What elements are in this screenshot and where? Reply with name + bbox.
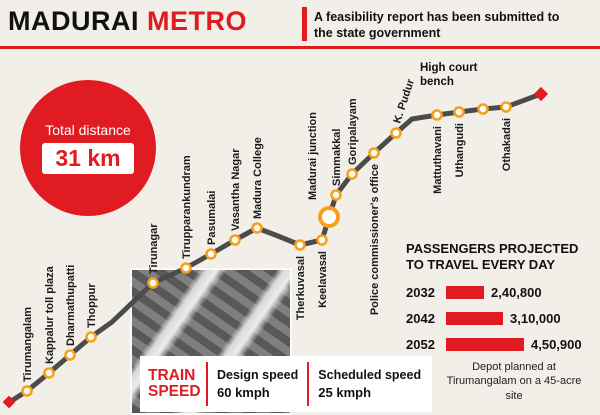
passenger-bar [446,337,524,351]
passenger-row: 2032 2,40,800 [406,285,598,300]
station-label: Thoppur [86,283,98,328]
year-label: 2042 [406,310,435,326]
station-dot [147,277,159,289]
station-dot [180,262,192,274]
station-kappalur-toll-plaza: Kappalur toll plaza [43,265,56,379]
station-dot [294,239,306,251]
station-label: Tirupparankundram [181,155,193,259]
page-title: MADURAI METRO [8,6,247,37]
station-label: Madura College [252,137,264,219]
terminus-marker-start [2,395,16,409]
design-speed-label: Design speed [217,368,299,382]
speed-divider [206,362,208,406]
year-label: 2052 [406,336,435,352]
station-dot [64,349,76,361]
passenger-row: 2052 4,50,900 [406,337,598,352]
header-red-divider [302,7,307,41]
passenger-value: 2,40,800 [491,284,542,300]
station-madura-college: Madura College [251,137,264,234]
station-mattuthavani: Mattuthavani [431,109,444,194]
passenger-bar [446,285,484,299]
scheduled-speed-value: 25 kmph [318,385,372,400]
station-dot [453,106,465,118]
design-speed-cell: Design speed 60 kmph [208,368,307,400]
station-police-commissioners-office: Police commissioner's office [368,147,381,315]
feasibility-subtitle: A feasibility report has been submitted … [314,10,560,41]
station-dot [43,367,55,379]
station-othakadai: Othakadai [500,101,513,171]
station-tirunagar: Tirunagar [147,223,160,289]
interchange-dot [318,206,340,228]
year-label: 2032 [406,284,435,300]
total-distance-value: 31 km [42,143,134,174]
station-dot [330,189,342,201]
passenger-row: 2042 3,10,000 [406,311,598,326]
station-label: Kappalur toll plaza [44,265,56,364]
station-dot [368,147,380,159]
title-accent: METRO [147,6,248,36]
header-rule [0,46,600,49]
station-high-court-bench [477,103,489,115]
station-dot [21,385,33,397]
station-dot [205,248,217,260]
station-label: Therkuvasal [295,256,307,320]
station-label: Simmakkal [331,129,343,186]
passenger-bar [446,311,503,325]
station-tirumangalam: Tirumangalam [21,307,34,397]
total-distance-label: Total distance [45,122,131,138]
station-label: Goripalayam [347,98,359,165]
station-label: Tirunagar [148,223,160,274]
scheduled-speed-cell: Scheduled speed 25 kmph [309,368,430,400]
station-label: Pasumalai [206,191,218,245]
total-distance-badge: Total distance 31 km [20,80,156,216]
station-tirupparankundram: Tirupparankundram [180,155,193,274]
passenger-value: 3,10,000 [510,310,561,326]
station-dot [346,168,358,180]
train-speed-panel: TRAIN SPEED Design speed 60 kmph Schedul… [140,356,432,412]
design-speed-value: 60 kmph [217,385,270,400]
station-dot [431,109,443,121]
station-simmakkal: Simmakkal [330,129,343,201]
passengers-title: PASSENGERS PROJECTED TO TRAVEL EVERY DAY [406,241,579,273]
station-label: Mattuthavani [432,126,444,194]
station-dot [85,331,97,343]
station-label: Uthangudi [454,123,466,177]
station-pasumalai: Pasumalai [205,191,218,260]
station-therkuvasal: Therkuvasal [294,239,307,320]
passenger-value: 4,50,900 [531,336,582,352]
speed-divider [307,362,310,406]
station-dot [229,234,241,246]
passengers-panel: PASSENGERS PROJECTED TO TRAVEL EVERY DAY… [406,241,598,352]
station-dot [390,127,402,139]
terminus-marker-end [533,86,549,102]
station-dot [251,222,263,234]
station-keelavasal: Keelavasal [316,234,329,308]
station-label: Othakadai [501,118,513,171]
station-madurai-junction: Madurai junction [307,112,340,228]
station-dharmathupatti: Dharmathupatti [64,265,77,361]
station-vasantha-nagar: Vasantha Nagar [229,148,242,246]
scheduled-speed-label: Scheduled speed [318,368,422,382]
high-court-bench-label: High court bench [420,62,478,88]
station-label: Madurai junction [307,112,319,200]
station-label: Tirumangalam [22,307,34,382]
station-dot [316,234,328,246]
station-goripalayam: Goripalayam [346,98,359,180]
title-primary: MADURAI [8,6,139,36]
station-label: Police commissioner's office [369,164,381,315]
depot-note: Depot planned at Tirumangalam on a 45-ac… [446,361,582,402]
station-thoppur: Thoppur [85,283,98,343]
train-speed-title: TRAIN SPEED [148,366,201,400]
station-dot [477,103,489,115]
station-label: Dharmathupatti [65,265,77,346]
station-uthangudi: Uthangudi [453,106,466,177]
station-label: Vasantha Nagar [230,148,242,231]
station-dot [500,101,512,113]
station-label: Keelavasal [317,251,329,308]
